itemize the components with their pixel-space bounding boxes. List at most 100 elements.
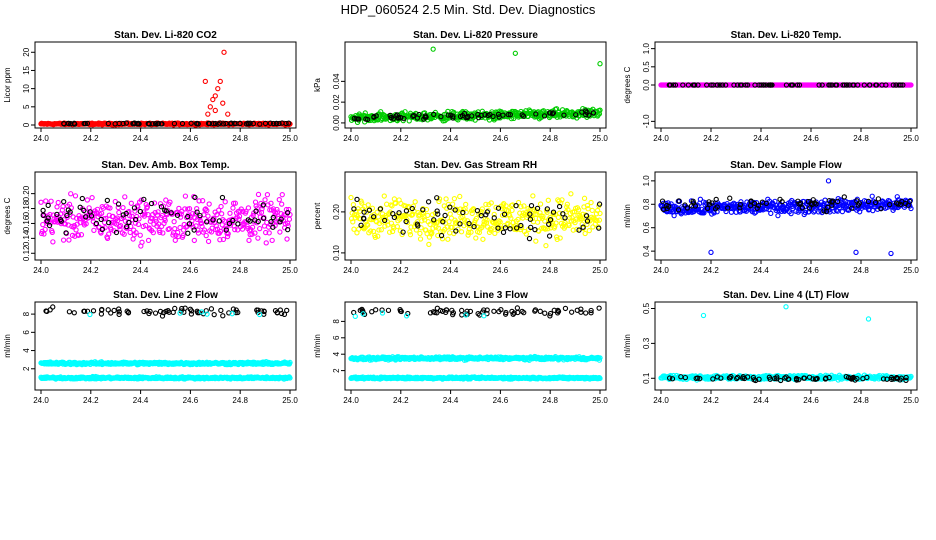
data-point xyxy=(453,228,459,234)
data-point xyxy=(583,310,589,316)
data-point xyxy=(153,216,159,222)
data-point xyxy=(376,227,382,233)
data-point xyxy=(851,82,857,88)
panel-title: Stan. Dev. Line 4 (LT) Flow xyxy=(723,290,849,301)
data-point xyxy=(597,107,603,113)
data-point xyxy=(84,197,91,203)
data-point xyxy=(582,230,588,237)
data-point xyxy=(476,229,483,236)
x-tick-label: 24.8 xyxy=(853,134,869,143)
data-point xyxy=(171,120,178,127)
data-point xyxy=(262,120,269,127)
panel-title: Stan. Dev. Sample Flow xyxy=(730,160,842,171)
data-point xyxy=(180,232,186,239)
data-point xyxy=(93,220,100,227)
data-point xyxy=(432,309,438,316)
data-point xyxy=(220,313,226,319)
data-point xyxy=(268,200,274,206)
data-point xyxy=(105,120,111,127)
plot-frame xyxy=(34,171,297,261)
data-point xyxy=(104,197,110,204)
data-point xyxy=(378,227,384,233)
data-point xyxy=(167,199,173,205)
data-point xyxy=(61,198,67,205)
points xyxy=(348,305,603,382)
x-tick-label: 24.0 xyxy=(33,134,49,143)
data-point xyxy=(396,210,402,216)
data-point xyxy=(597,210,603,217)
data-point xyxy=(596,357,603,363)
data-point xyxy=(185,230,191,236)
data-point xyxy=(116,306,122,312)
data-point xyxy=(497,219,503,225)
data-point xyxy=(436,198,442,205)
data-point xyxy=(244,223,250,229)
data-point xyxy=(586,227,592,234)
data-point xyxy=(416,111,422,118)
data-point xyxy=(44,218,50,224)
y-tick-label: 0 xyxy=(22,122,31,127)
data-point xyxy=(491,211,497,218)
y-tick-label: 6 xyxy=(22,330,31,335)
data-point xyxy=(49,229,55,236)
x-tick-label: 24.6 xyxy=(493,266,509,275)
data-point xyxy=(367,228,374,234)
data-point xyxy=(191,237,197,244)
data-point xyxy=(568,191,574,197)
data-point xyxy=(190,224,196,230)
data-point xyxy=(215,121,222,127)
data-point xyxy=(482,112,488,118)
data-point xyxy=(361,226,367,232)
data-point xyxy=(269,237,275,244)
data-point xyxy=(675,207,682,213)
data-point xyxy=(438,232,445,239)
data-point xyxy=(246,237,252,244)
data-point xyxy=(276,120,282,127)
data-point xyxy=(590,110,597,116)
data-point xyxy=(594,218,600,224)
data-point xyxy=(737,201,743,208)
y-tick-label: 0.20 xyxy=(332,204,341,220)
data-point xyxy=(402,109,408,115)
data-point xyxy=(511,115,517,122)
data-point xyxy=(211,311,217,318)
points xyxy=(658,82,914,88)
data-point xyxy=(81,207,87,214)
data-point xyxy=(816,82,822,88)
data-point xyxy=(597,355,603,361)
data-point xyxy=(526,235,533,242)
data-point xyxy=(63,230,69,236)
data-point xyxy=(518,204,524,210)
data-point xyxy=(264,191,271,198)
data-point xyxy=(275,219,281,225)
data-point xyxy=(136,216,142,222)
outlier-point xyxy=(202,78,208,85)
data-point xyxy=(429,230,435,236)
data-point xyxy=(176,205,182,212)
data-point xyxy=(117,222,124,229)
data-point xyxy=(556,203,563,210)
data-point xyxy=(561,112,567,118)
data-point xyxy=(50,239,56,245)
data-point xyxy=(412,199,418,205)
data-point xyxy=(841,194,847,200)
data-point xyxy=(352,313,358,319)
data-point xyxy=(374,209,380,215)
data-point xyxy=(714,204,720,210)
data-point xyxy=(447,204,453,210)
data-point xyxy=(788,210,794,217)
data-point xyxy=(161,220,167,227)
y-axis-label: ml/min xyxy=(3,334,12,358)
data-point xyxy=(401,115,407,122)
data-point xyxy=(457,206,463,212)
data-point xyxy=(532,226,538,233)
y-tick-label: 0.18 xyxy=(22,200,31,216)
data-point xyxy=(542,310,548,316)
data-point xyxy=(491,215,497,221)
data-point xyxy=(247,218,253,224)
data-point xyxy=(407,232,414,238)
data-point xyxy=(581,195,588,201)
data-point xyxy=(78,232,85,238)
